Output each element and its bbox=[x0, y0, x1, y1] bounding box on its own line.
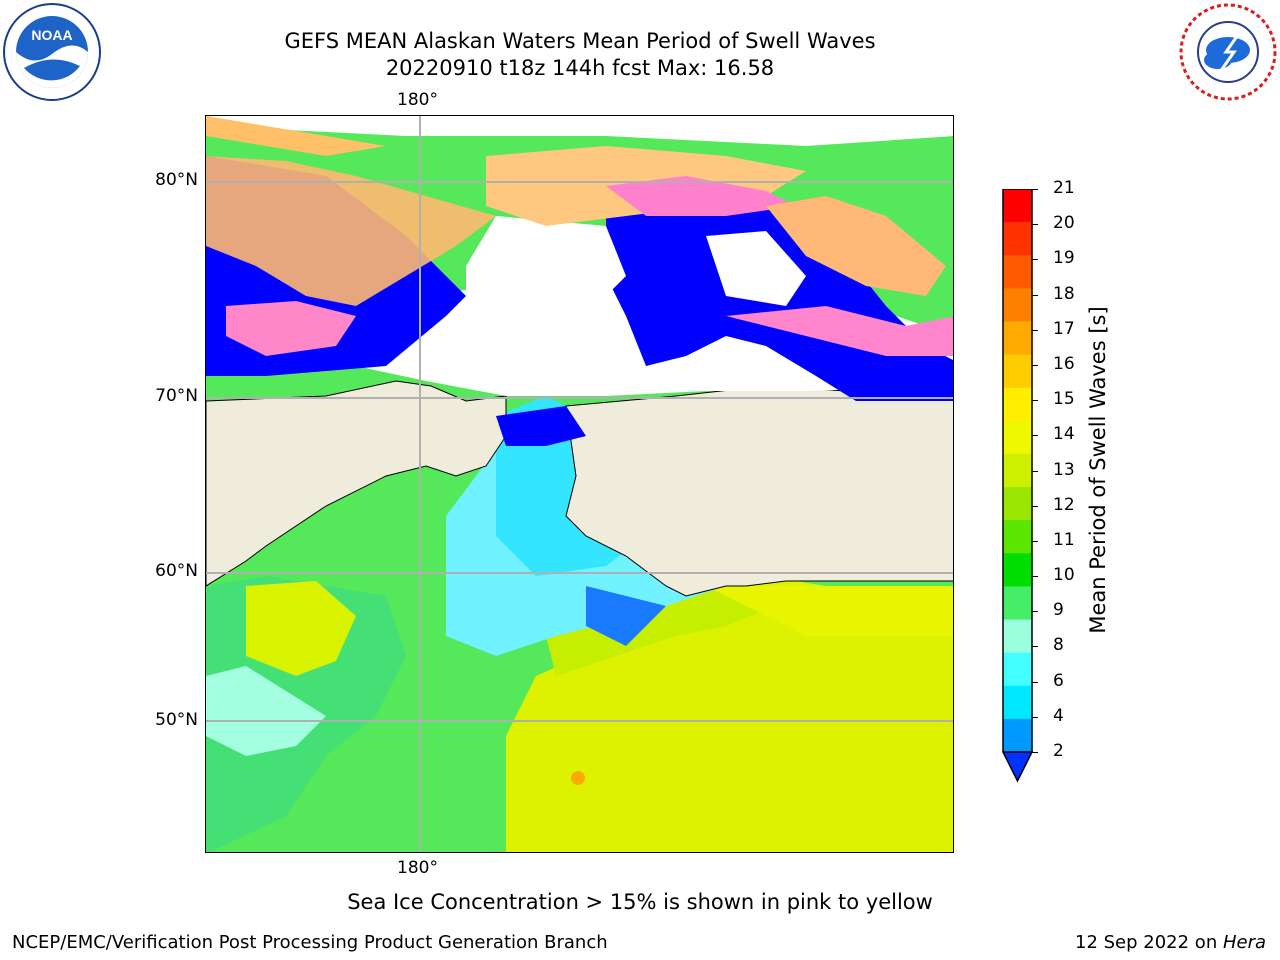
colorbar-band bbox=[1003, 718, 1032, 753]
colorbar-band bbox=[1003, 652, 1032, 687]
colorbar-band bbox=[1003, 553, 1032, 587]
colorbar-tick-mark bbox=[1032, 364, 1038, 366]
chart-title: GEFS MEAN Alaskan Waters Mean Period of … bbox=[284, 29, 876, 53]
lat-label-50: 50°N bbox=[155, 710, 198, 730]
colorbar-tick-mark bbox=[1032, 576, 1038, 578]
lon-label-top: 180° bbox=[397, 90, 438, 110]
colorbar-tick-label: 9 bbox=[1053, 600, 1064, 621]
colorbar-tick-label: 18 bbox=[1053, 283, 1075, 304]
colorbar-tick-mark bbox=[1032, 646, 1038, 648]
colorbar-tick-mark bbox=[1032, 400, 1038, 402]
colorbar-tick-mark bbox=[1032, 470, 1038, 472]
colorbar-tick-mark bbox=[1032, 611, 1038, 613]
lat-label-60: 60°N bbox=[155, 561, 198, 581]
colorbar-band bbox=[1003, 520, 1032, 554]
colorbar-tick-mark bbox=[1032, 224, 1038, 226]
colorbar-tick-mark bbox=[1032, 716, 1038, 718]
colorbar-tick-mark bbox=[1032, 189, 1038, 190]
lat-label-70: 70°N bbox=[155, 386, 198, 406]
footer-date: 12 Sep 2022 on Hera bbox=[1075, 932, 1266, 953]
colorbar-band bbox=[1003, 288, 1032, 322]
colorbar-tick-mark bbox=[1032, 259, 1038, 261]
colorbar-tick-label: 19 bbox=[1053, 248, 1075, 269]
nws-logo bbox=[1179, 3, 1277, 101]
noaa-logo-text: NOAA bbox=[31, 27, 72, 43]
swell-period-map bbox=[206, 116, 953, 852]
lat-label-80: 80°N bbox=[155, 170, 198, 190]
colorbar-band bbox=[1003, 619, 1032, 654]
colorbar-tick-mark bbox=[1032, 681, 1038, 683]
colorbar-band bbox=[1003, 586, 1032, 621]
colorbar-tick-label: 2 bbox=[1053, 741, 1064, 761]
footer-date-text: 12 Sep 2022 on bbox=[1075, 932, 1223, 953]
sea-ice-note: Sea Ice Concentration > 15% is shown in … bbox=[347, 890, 933, 914]
colorbar-tick-label: 6 bbox=[1053, 670, 1064, 691]
colorbar-tick-label: 12 bbox=[1053, 494, 1075, 515]
colorbar-tick-label: 10 bbox=[1053, 565, 1075, 586]
colorbar-band bbox=[1003, 453, 1032, 488]
footer-host: Hera bbox=[1222, 932, 1266, 953]
colorbar-band bbox=[1003, 685, 1032, 720]
colorbar-tick-label: 17 bbox=[1053, 318, 1075, 339]
colorbar-tick-label: 15 bbox=[1053, 389, 1075, 410]
colorbar-tick-label: 8 bbox=[1053, 635, 1064, 656]
colorbar-tick-label: 13 bbox=[1053, 459, 1075, 480]
noaa-logo: NOAA bbox=[3, 3, 101, 101]
colorbar-tick-label: 16 bbox=[1053, 353, 1075, 374]
colorbar-tick-label: 20 bbox=[1053, 213, 1075, 234]
colorbar-tick-label: 14 bbox=[1053, 424, 1075, 445]
colorbar-tick-mark bbox=[1032, 329, 1038, 331]
footer-branch: NCEP/EMC/Verification Post Processing Pr… bbox=[12, 932, 608, 953]
colorbar-band bbox=[1003, 487, 1032, 521]
colorbar-title: Mean Period of Swell Waves [s] bbox=[1086, 306, 1110, 634]
colorbar-band bbox=[1003, 189, 1032, 223]
colorbar-band bbox=[1003, 387, 1032, 422]
colorbar-band bbox=[1003, 321, 1032, 356]
colorbar-tick-label: 4 bbox=[1053, 705, 1064, 726]
colorbar-tick-label: 21 bbox=[1053, 178, 1075, 198]
colorbar-band bbox=[1003, 222, 1032, 256]
chart-subtitle: 20220910 t18z 144h fcst Max: 16.58 bbox=[385, 56, 775, 80]
colorbar-tick-mark bbox=[1032, 294, 1038, 296]
colorbar-band bbox=[1003, 420, 1032, 455]
colorbar-tick-label: 11 bbox=[1053, 529, 1075, 550]
colorbar-extension bbox=[1002, 751, 1034, 783]
colorbar-tick-mark bbox=[1032, 435, 1038, 437]
colorbar-tick-mark bbox=[1032, 752, 1038, 753]
map-panel bbox=[205, 115, 954, 853]
colorbar bbox=[1002, 189, 1034, 783]
colorbar-band bbox=[1003, 354, 1032, 389]
lon-label-bottom: 180° bbox=[397, 858, 438, 878]
colorbar-tick-mark bbox=[1032, 540, 1038, 542]
colorbar-tick-mark bbox=[1032, 505, 1038, 507]
colorbar-band bbox=[1003, 255, 1032, 289]
